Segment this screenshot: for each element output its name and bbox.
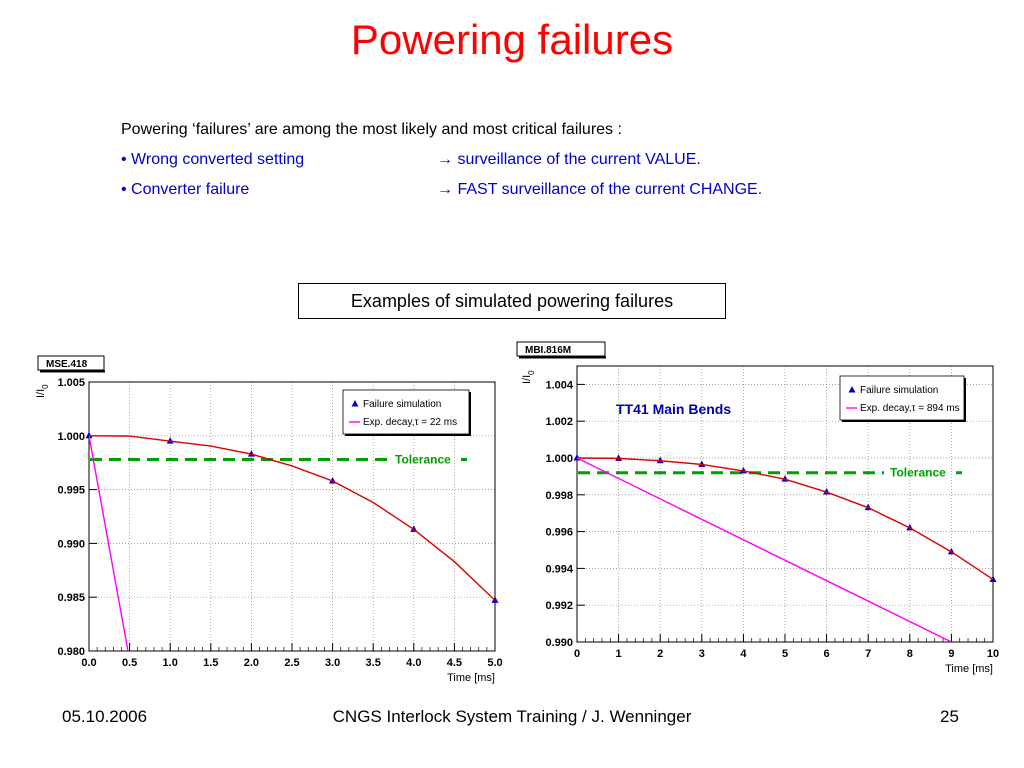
y-tick-label: 0.990: [545, 637, 573, 649]
bullet-right-text: surveillance of the current VALUE.: [457, 151, 701, 168]
legend-label: Failure simulation: [860, 385, 938, 396]
x-tick-label: 8: [907, 648, 913, 660]
x-tick-label: 0: [574, 648, 580, 660]
x-tick-label: 6: [824, 648, 830, 660]
bullet-wrong-setting-action: → surveillance of the current VALUE.: [437, 151, 701, 169]
legend-label: Exp. decay,τ = 22 ms: [363, 417, 457, 428]
legend-box: [342, 389, 470, 435]
y-tick-label: 0.980: [57, 646, 85, 658]
legend-label: Failure simulation: [363, 399, 441, 410]
y-tick-label: 1.000: [545, 453, 573, 465]
bullet-converter-failure: • Converter failure: [121, 181, 249, 199]
x-tick-label: 7: [865, 648, 871, 660]
x-tick-label: 5.0: [487, 657, 502, 669]
legend-label: Exp. decay,τ = 894 ms: [860, 403, 960, 414]
x-tick-label: 10: [987, 648, 999, 660]
legend: Failure simulation Exp. decay,τ = 894 ms: [839, 375, 966, 422]
chart-title: TT41 Main Bends: [616, 401, 731, 417]
plot-frame: [88, 381, 496, 652]
tolerance-label: Tolerance: [890, 466, 946, 480]
examples-label: Examples of simulated powering failures: [350, 290, 674, 311]
series-line: [89, 435, 495, 601]
plot-frame: [576, 365, 994, 643]
y-tick-label: 0.996: [545, 527, 573, 539]
x-tick-label: 3: [699, 648, 705, 660]
slide-title: Powering failures: [350, 16, 674, 63]
y-axis-label: I/I0: [35, 384, 50, 398]
intro-text: Powering ‘failures’ are among the most l…: [121, 121, 622, 138]
y-tick-label: 0.990: [57, 538, 85, 550]
x-tick-label: 1: [616, 648, 622, 660]
x-tick-label: 2: [657, 648, 663, 660]
x-tick-label: 3.0: [325, 657, 340, 669]
x-tick-label: 2.0: [244, 657, 259, 669]
data-point: [656, 456, 664, 464]
chart-mbi816m: MBI.816M I/I0 0 1 2 3 4 5 6 7 8 9 10 0.990 0.992 0.994 0…: [516, 341, 999, 675]
x-tick-label: 3.5: [366, 657, 381, 669]
x-tick-label: 4: [740, 648, 747, 660]
x-tick-label: 5: [782, 648, 788, 660]
legend-box: [839, 375, 965, 421]
x-tick-label: 1.5: [203, 657, 218, 669]
x-tick-label: 1.0: [163, 657, 178, 669]
y-tick-label: 1.004: [545, 379, 573, 391]
x-tick-label: 9: [948, 648, 954, 660]
chart-mse418: MSE.418 I/I0 0.0 0.5 1.0 1.5 2.0 2.5 3.0 3.5 4.0 4.…: [35, 355, 503, 684]
y-tick-label: 1.002: [545, 416, 573, 428]
arrow-icon: →: [437, 181, 453, 198]
chart-tag-box: [516, 341, 606, 357]
y-tick-label: 0.985: [57, 592, 85, 604]
x-tick-label: 2.5: [284, 657, 299, 669]
legend-marker: [848, 386, 856, 393]
x-axis-label: Time [ms]: [945, 663, 993, 675]
chart-tag-box: [37, 355, 105, 371]
chart-tag: MBI.816M: [525, 345, 571, 356]
legend: Failure simulation Exp. decay,τ = 22 ms: [342, 389, 471, 436]
series-line: [89, 435, 129, 651]
y-tick-label: 1.005: [57, 377, 85, 389]
x-tick-label: 4.0: [406, 657, 421, 669]
y-tick-label: 0.995: [57, 485, 85, 497]
bullet-left-text: • Converter failure: [121, 181, 250, 198]
bullet-converter-failure-action: → FAST surveillance of the current CHANG…: [437, 181, 762, 199]
x-tick-label: 0.0: [81, 657, 96, 669]
data-point: [85, 431, 93, 439]
y-axis-label: I/I0: [521, 370, 536, 384]
series-line: [577, 457, 952, 642]
chart-tag: MSE.418: [46, 359, 88, 370]
data-point: [615, 454, 623, 461]
y-tick-label: 0.992: [545, 600, 573, 612]
footer-center: CNGS Interlock System Training / J. Wenn…: [332, 707, 692, 726]
footer-page-number: 25: [940, 707, 959, 726]
bullet-right-text: FAST surveillance of the current CHANGE.: [457, 181, 763, 198]
x-axis-label: Time [ms]: [447, 672, 495, 684]
y-tick-label: 0.994: [545, 563, 573, 575]
x-tick-label: 0.5: [122, 657, 137, 669]
tolerance-label: Tolerance: [395, 452, 451, 466]
examples-label-box: Examples of simulated powering failures: [298, 283, 726, 319]
series-line: [577, 457, 993, 581]
footer-date: 05.10.2006: [62, 707, 148, 726]
x-tick-label: 4.5: [447, 657, 462, 669]
y-tick-label: 1.000: [57, 431, 85, 443]
legend-marker: [351, 400, 359, 407]
arrow-icon: →: [437, 151, 453, 168]
bullet-left-text: • Wrong converted setting: [121, 151, 305, 168]
y-tick-label: 0.998: [545, 490, 573, 502]
bullet-wrong-setting: • Wrong converted setting: [121, 151, 304, 169]
